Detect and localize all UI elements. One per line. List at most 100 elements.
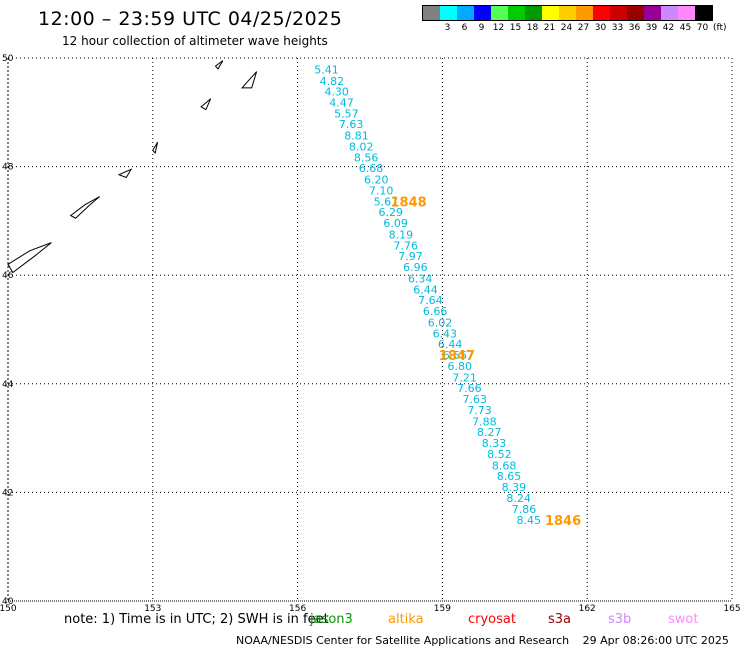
legend-swatch — [678, 6, 695, 20]
pass-labels: 1848 1847 1846 — [391, 195, 582, 529]
swh-value: 6.09 — [383, 217, 408, 230]
legend-tick-label: 36 — [628, 23, 641, 33]
swh-value: 6.29 — [379, 206, 404, 219]
latitude-tick-label: 50 — [2, 54, 14, 64]
swh-value: 5.41 — [314, 63, 339, 76]
map-title: 12:00 – 23:59 UTC 04/25/2025 — [38, 8, 343, 30]
swh-value: 4.82 — [320, 75, 345, 88]
swh-track: 5.414.824.304.475.577.638.818.028.566.68… — [314, 63, 541, 527]
swh-value: 6.02 — [428, 316, 453, 329]
legend-swatch — [627, 6, 644, 20]
swh-value: 8.52 — [487, 448, 512, 461]
legend-swatch — [508, 6, 525, 20]
legend-swatch — [423, 6, 440, 20]
legend-swatch — [440, 6, 457, 20]
swh-value: 6.96 — [403, 261, 428, 274]
swh-value: 6.68 — [359, 162, 384, 175]
footer-org: NOAA/NESDIS Center for Satellite Applica… — [236, 634, 570, 647]
footer: NOAA/NESDIS Center for Satellite Applica… — [236, 634, 739, 647]
mission-label: cryosat — [468, 612, 516, 627]
latitude-tick-label: 42 — [2, 488, 13, 498]
legend-tick-label: 18 — [526, 23, 539, 33]
mission-label: altika — [388, 612, 424, 627]
coastline-shape — [241, 71, 258, 89]
legend-unit: (ft) — [713, 23, 727, 33]
coastline-shape — [7, 242, 52, 274]
legend-swatch — [542, 6, 559, 20]
note-row: note: 1) Time is in UTC; 2) SWH is in fe… — [0, 612, 740, 630]
coastline-shape — [214, 60, 224, 70]
swh-value: 6.44 — [413, 283, 438, 296]
longitude-tick-label: 156 — [289, 604, 306, 614]
legend-tick-label: 15 — [509, 23, 522, 33]
legend-swatches — [422, 5, 713, 21]
swh-value: 7.73 — [467, 404, 492, 417]
legend-swatch — [491, 6, 508, 20]
coastline-shape — [200, 98, 212, 111]
legend-swatch — [457, 6, 474, 20]
latitude-tick-label: 48 — [2, 163, 14, 173]
legend-swatch — [474, 6, 491, 20]
legend-tick-label: 6 — [461, 23, 468, 33]
swh-value: 8.39 — [502, 481, 527, 494]
swh-value: 6.55 — [443, 349, 468, 362]
pass-number-label: 1846 — [545, 514, 581, 529]
swh-value: 6.20 — [364, 174, 389, 187]
swh-value: 6.80 — [448, 360, 473, 373]
swh-value: 8.45 — [517, 514, 542, 527]
legend-tick-label: 27 — [577, 23, 590, 33]
swh-value: 7.97 — [398, 250, 423, 263]
swh-value: 7.63 — [462, 393, 487, 406]
swh-value: 8.56 — [354, 151, 379, 164]
legend-tick-label: 3 — [444, 23, 451, 33]
swh-value: 4.47 — [329, 97, 354, 110]
latitude-tick-label: 44 — [2, 380, 14, 390]
legend-tick-label: 9 — [478, 23, 485, 33]
legend-tick-label: 33 — [611, 23, 624, 33]
legend-tick-label: 30 — [594, 23, 607, 33]
legend-tick-label: 39 — [645, 23, 658, 33]
coastline-shape — [152, 141, 159, 155]
mission-label: jason3 — [310, 612, 353, 627]
legend-swatch — [644, 6, 661, 20]
swh-value: 6.34 — [408, 272, 433, 285]
legend-swatch — [593, 6, 610, 20]
legend-tick-label: 24 — [560, 23, 573, 33]
mission-label: swot — [668, 612, 699, 627]
swh-value: 7.66 — [457, 382, 482, 395]
latitude-tick-label: 46 — [2, 271, 14, 281]
legend-swatch — [695, 6, 712, 20]
coastline-shape — [117, 168, 133, 179]
legend-swatch — [525, 6, 542, 20]
swh-value: 8.27 — [477, 426, 502, 439]
map-frame — [7, 57, 733, 602]
swh-value: 8.24 — [506, 492, 531, 505]
swh-value: 8.33 — [482, 437, 507, 450]
legend-tick-label: 12 — [492, 23, 505, 33]
mission-label: s3b — [608, 612, 632, 627]
legend-swatch — [661, 6, 678, 20]
legend-tick-label: 45 — [679, 23, 692, 33]
coastlines — [7, 60, 258, 274]
legend-swatch — [610, 6, 627, 20]
map-subtitle: 12 hour collection of altimeter wave hei… — [62, 34, 328, 48]
swh-value: 7.88 — [472, 415, 497, 428]
color-legend: (ft) 3 6 9 12 15 18 21 24 27 30 33 36 39 42 45 70 — [422, 5, 727, 35]
swh-value: 8.81 — [344, 130, 369, 143]
pass-number-label: 1848 — [391, 195, 427, 210]
pass-number-label: 1847 — [439, 349, 475, 364]
longitude-tick-label: 159 — [434, 604, 451, 614]
swh-value: 5.67 — [374, 195, 399, 208]
longitude-tick-label: 150 — [0, 604, 17, 614]
swh-value: 5.57 — [334, 107, 359, 120]
legend-tick-label: 21 — [543, 23, 556, 33]
mission-label: s3a — [548, 612, 572, 627]
swh-value: 6.66 — [423, 305, 448, 318]
swh-value: 7.21 — [452, 371, 477, 384]
longitude-tick-label: 162 — [579, 604, 596, 614]
swh-value: 7.10 — [369, 184, 394, 197]
swh-value: 8.65 — [497, 470, 522, 483]
legend-tick-label: 42 — [662, 23, 675, 33]
